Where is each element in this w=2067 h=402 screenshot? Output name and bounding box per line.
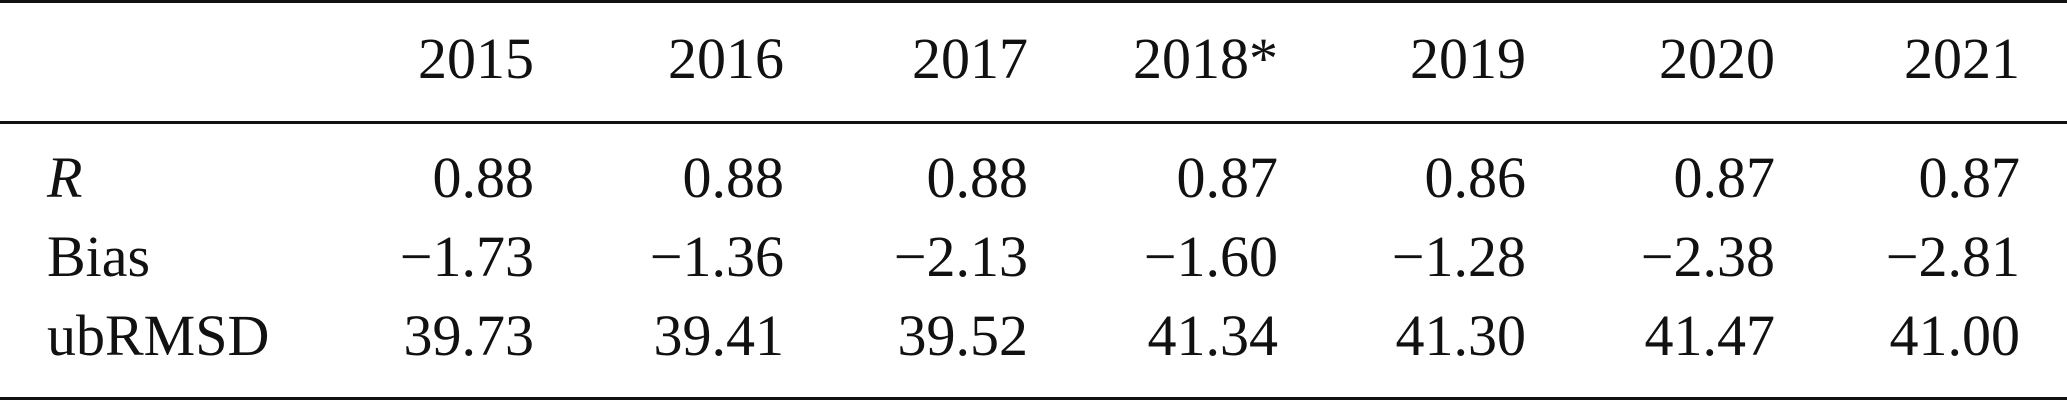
table-cell: 39.41 — [653, 303, 785, 368]
table-cell: −2.38 — [1640, 224, 1775, 289]
column-header: 2020 — [1659, 26, 1775, 91]
table-cell: −1.28 — [1391, 224, 1526, 289]
row-label: ubRMSD — [47, 303, 270, 368]
table-cell: 0.88 — [432, 145, 535, 210]
column-header: 2015 — [418, 26, 534, 91]
table-cell: 39.73 — [403, 303, 535, 368]
column-header: 2016 — [668, 26, 784, 91]
row-label: Bias — [47, 224, 151, 289]
table-cell: 0.88 — [926, 145, 1029, 210]
table-cell: 0.87 — [1176, 145, 1279, 210]
table-cell: 0.86 — [1424, 145, 1527, 210]
table-cell: 41.00 — [1889, 303, 2021, 368]
column-header: 2017 — [912, 26, 1028, 91]
column-header: 2018* — [1133, 26, 1278, 91]
table-cell: −1.73 — [399, 224, 534, 289]
table-cell: −2.81 — [1885, 224, 2020, 289]
bottom-rule — [0, 397, 2067, 400]
column-header: 2021 — [1904, 26, 2020, 91]
row-label: R — [47, 145, 83, 210]
table-cell: −1.60 — [1143, 224, 1278, 289]
table-cell: 41.47 — [1644, 303, 1776, 368]
column-header: 2019 — [1410, 26, 1526, 91]
table-cell: 0.88 — [682, 145, 785, 210]
table-cell: 0.87 — [1918, 145, 2021, 210]
table-cell: 39.52 — [897, 303, 1029, 368]
table-cell: 41.34 — [1147, 303, 1279, 368]
table-cell: 41.30 — [1395, 303, 1527, 368]
top-rule — [0, 0, 2067, 3]
table-cell: −1.36 — [649, 224, 784, 289]
table-cell: 0.87 — [1673, 145, 1776, 210]
table-cell: −2.13 — [893, 224, 1028, 289]
mid-rule — [0, 121, 2067, 124]
